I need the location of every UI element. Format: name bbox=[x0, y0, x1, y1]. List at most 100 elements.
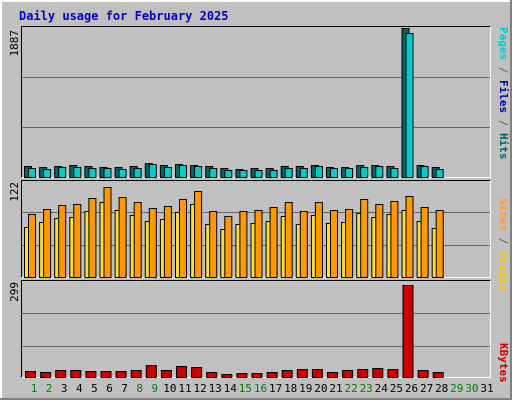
files-bar-day-17 bbox=[269, 170, 278, 178]
day-label-22: 22 bbox=[344, 382, 357, 395]
files-bar-day-16 bbox=[254, 170, 263, 178]
visits-bar-day-16 bbox=[254, 210, 263, 278]
kbytes-bar-day-21 bbox=[327, 372, 338, 378]
legend-1-hits: Hits bbox=[497, 133, 510, 160]
day-label-21: 21 bbox=[329, 382, 342, 395]
day-label-1: 1 bbox=[31, 382, 38, 395]
day-label-28: 28 bbox=[435, 382, 448, 395]
kbytes-bar-day-13 bbox=[206, 372, 218, 378]
kbytes-bar-day-9 bbox=[145, 365, 157, 378]
day-label-11: 11 bbox=[178, 382, 191, 395]
day-label-5: 5 bbox=[91, 382, 98, 395]
files-bar-day-11 bbox=[179, 165, 187, 178]
day-label-25: 25 bbox=[390, 382, 403, 395]
files-bar-day-3 bbox=[58, 167, 67, 178]
kbytes-bar-day-4 bbox=[70, 370, 82, 378]
visits-bar-day-14 bbox=[224, 216, 233, 278]
day-label-31: 31 bbox=[480, 382, 493, 395]
visits-bar-day-17 bbox=[269, 207, 278, 278]
day-label-23: 23 bbox=[360, 382, 373, 395]
panel-kbytes: 299 KBytes bbox=[8, 280, 510, 383]
panel-2-legend: Sites / Visits bbox=[497, 198, 510, 291]
files-bar-day-19 bbox=[299, 168, 308, 178]
visits-bar-day-11 bbox=[179, 199, 187, 278]
files-bar-day-21 bbox=[330, 168, 338, 178]
visits-bar-day-22 bbox=[345, 209, 354, 278]
plot-area-3 bbox=[21, 280, 491, 378]
visits-bar-day-5 bbox=[88, 198, 97, 278]
files-bar-day-8 bbox=[133, 168, 142, 178]
visits-bar-day-18 bbox=[284, 202, 293, 278]
kbytes-bar-day-24 bbox=[372, 368, 384, 378]
visits-bar-day-24 bbox=[375, 204, 384, 278]
kbytes-bar-day-20 bbox=[311, 369, 323, 378]
files-bar-day-1 bbox=[28, 168, 36, 178]
files-bar-day-13 bbox=[209, 168, 218, 178]
visits-bar-day-27 bbox=[420, 207, 429, 278]
day-label-24: 24 bbox=[375, 382, 389, 395]
visits-bar-day-2 bbox=[43, 209, 52, 278]
frame-highlight-left bbox=[0, 0, 2, 400]
files-bar-day-27 bbox=[420, 166, 429, 178]
panel-2-ymax: 122 bbox=[8, 182, 21, 202]
kbytes-bar-day-11 bbox=[176, 366, 187, 378]
kbytes-bar-day-19 bbox=[296, 369, 308, 378]
visits-bar-day-6 bbox=[103, 187, 112, 278]
kbytes-bar-day-26 bbox=[402, 285, 414, 378]
kbytes-bar-day-18 bbox=[281, 370, 293, 378]
legend-1: Pages / Files / Hits bbox=[497, 27, 510, 160]
plot-border-3 bbox=[21, 280, 491, 378]
files-bar-day-2 bbox=[43, 169, 52, 178]
day-label-19: 19 bbox=[299, 382, 312, 395]
files-bar-day-20 bbox=[314, 166, 323, 178]
visits-bar-day-10 bbox=[163, 206, 172, 278]
visits-bar-day-12 bbox=[194, 191, 203, 278]
legend-2: Sites / Visits bbox=[497, 198, 510, 291]
legend-1-files: Files bbox=[497, 80, 510, 113]
kbytes-bar-day-15 bbox=[236, 373, 248, 378]
visits-bar-day-9 bbox=[148, 208, 157, 278]
kbytes-bar-day-27 bbox=[417, 370, 429, 378]
day-label-15: 15 bbox=[239, 382, 252, 395]
frame-shadow-bottom bbox=[0, 398, 512, 400]
visits-bar-day-4 bbox=[73, 204, 82, 278]
legend-1-separator-1: / bbox=[497, 60, 510, 80]
day-label-3: 3 bbox=[61, 382, 68, 395]
visits-bar-day-1 bbox=[28, 214, 36, 278]
files-bar-day-14 bbox=[224, 170, 233, 178]
kbytes-bar-day-7 bbox=[115, 371, 127, 378]
day-label-18: 18 bbox=[284, 382, 297, 395]
files-bar-day-24 bbox=[375, 166, 384, 178]
plot-border-2 bbox=[21, 180, 491, 278]
legend-2-visits: Visits bbox=[497, 251, 510, 291]
day-label-12: 12 bbox=[193, 382, 206, 395]
frame-shadow-right bbox=[510, 0, 512, 400]
kbytes-bar-day-23 bbox=[357, 369, 369, 378]
visits-bar-day-15 bbox=[239, 211, 248, 278]
files-bar-day-26 bbox=[405, 33, 414, 178]
visits-bar-day-28 bbox=[435, 210, 444, 278]
day-label-9: 9 bbox=[151, 382, 158, 395]
visits-bar-day-23 bbox=[360, 199, 369, 278]
plot-border-1 bbox=[21, 26, 491, 178]
panel-3-legend: KBytes bbox=[497, 343, 510, 383]
kbytes-bar-day-5 bbox=[85, 371, 97, 378]
day-label-13: 13 bbox=[209, 382, 222, 395]
day-label-6: 6 bbox=[106, 382, 113, 395]
panel-hits-files-pages: 1887 Pages / Files / Hits bbox=[8, 26, 510, 178]
kbytes-bar-day-28 bbox=[432, 372, 444, 378]
day-label-16: 16 bbox=[254, 382, 267, 395]
visits-bar-day-21 bbox=[330, 210, 338, 278]
day-label-20: 20 bbox=[314, 382, 327, 395]
day-label-2: 2 bbox=[46, 382, 53, 395]
kbytes-bar-day-17 bbox=[266, 372, 278, 378]
panel-1-ymax: 1887 bbox=[8, 30, 21, 57]
visits-bar-day-25 bbox=[390, 201, 399, 278]
plot-area-1 bbox=[21, 26, 491, 178]
frame-highlight-top bbox=[0, 0, 512, 2]
panel-3-ymax: 299 bbox=[8, 282, 21, 302]
legend-1-pages: Pages bbox=[497, 27, 510, 60]
kbytes-bar-day-1 bbox=[25, 371, 36, 378]
files-bar-day-25 bbox=[390, 168, 399, 178]
